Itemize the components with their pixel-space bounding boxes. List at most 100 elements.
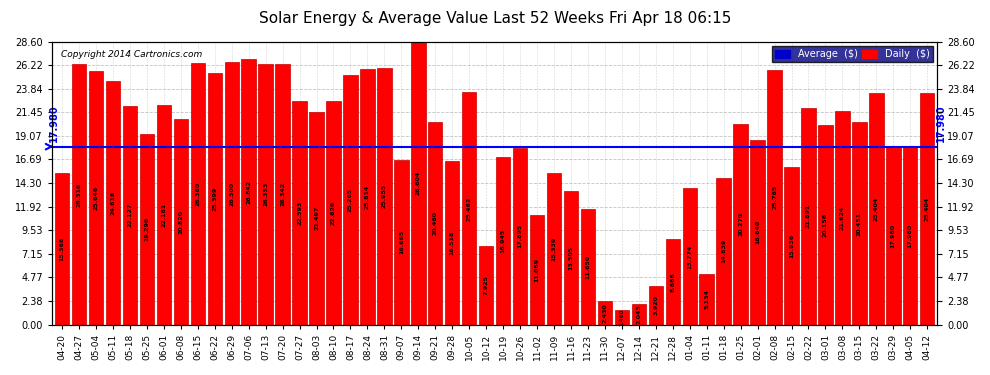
Text: 3.920: 3.920: [653, 296, 658, 315]
Bar: [784, 167, 799, 325]
Bar: [496, 157, 510, 325]
Bar: [903, 147, 918, 325]
Bar: [546, 173, 561, 325]
Text: 22.593: 22.593: [297, 201, 302, 225]
Text: Solar Energy & Average Value Last 52 Weeks Fri Apr 18 06:15: Solar Energy & Average Value Last 52 Wee…: [258, 11, 732, 26]
Text: 26.500: 26.500: [230, 182, 235, 206]
Text: 20.156: 20.156: [823, 213, 828, 237]
Text: 20.451: 20.451: [857, 211, 862, 236]
Text: 19.296: 19.296: [145, 217, 149, 241]
Bar: [852, 122, 866, 325]
Text: 7.925: 7.925: [484, 276, 489, 296]
Bar: [920, 93, 935, 325]
Text: 11.069: 11.069: [535, 258, 540, 282]
Text: 25.265: 25.265: [347, 188, 353, 212]
Bar: [479, 246, 493, 325]
Bar: [173, 118, 188, 325]
Bar: [377, 68, 392, 325]
Text: Copyright 2014 Cartronics.com: Copyright 2014 Cartronics.com: [60, 50, 202, 59]
Text: 17.980: 17.980: [908, 224, 913, 248]
Bar: [581, 209, 595, 325]
Bar: [225, 62, 239, 325]
Text: 17.980: 17.980: [49, 104, 58, 142]
Bar: [258, 64, 273, 325]
Text: 2.430: 2.430: [603, 303, 608, 322]
Bar: [208, 73, 222, 325]
Bar: [513, 147, 528, 325]
Text: 22.127: 22.127: [128, 203, 133, 227]
Bar: [632, 304, 646, 325]
Text: 26.342: 26.342: [280, 182, 285, 206]
Text: 26.380: 26.380: [195, 182, 200, 206]
Bar: [191, 63, 205, 325]
Bar: [682, 188, 697, 325]
Bar: [242, 59, 255, 325]
Bar: [886, 147, 901, 325]
Bar: [648, 286, 663, 325]
Text: 17.980: 17.980: [891, 224, 896, 248]
Bar: [530, 215, 544, 325]
Text: 23.404: 23.404: [925, 197, 930, 221]
Bar: [563, 191, 578, 325]
Bar: [615, 310, 629, 325]
Text: 22.626: 22.626: [331, 201, 336, 225]
Bar: [411, 42, 426, 325]
Text: 15.936: 15.936: [789, 234, 794, 258]
Text: 17.980: 17.980: [936, 104, 945, 142]
Bar: [818, 125, 833, 325]
Bar: [598, 301, 612, 325]
Text: 26.842: 26.842: [247, 180, 251, 204]
Text: 16.665: 16.665: [399, 230, 404, 254]
Text: 8.686: 8.686: [670, 272, 675, 292]
Text: 1.460: 1.460: [620, 309, 625, 326]
Bar: [140, 134, 154, 325]
Bar: [156, 105, 171, 325]
Bar: [700, 274, 714, 325]
Text: 24.616: 24.616: [111, 191, 116, 215]
Text: 25.646: 25.646: [93, 186, 99, 210]
Legend: Average  ($), Daily  ($): Average ($), Daily ($): [772, 46, 933, 62]
Text: 20.460: 20.460: [433, 211, 438, 236]
Text: 26.316: 26.316: [76, 182, 81, 207]
Text: 15.368: 15.368: [59, 237, 64, 261]
Bar: [734, 124, 747, 325]
Bar: [446, 161, 459, 325]
Bar: [462, 92, 476, 325]
Bar: [123, 106, 138, 325]
Bar: [869, 93, 883, 325]
Bar: [394, 160, 409, 325]
Text: 25.765: 25.765: [772, 185, 777, 209]
Text: 18.640: 18.640: [755, 220, 760, 245]
Bar: [309, 112, 324, 325]
Bar: [292, 101, 307, 325]
Bar: [360, 69, 374, 325]
Bar: [89, 71, 103, 325]
Text: 23.404: 23.404: [874, 197, 879, 221]
Text: 20.270: 20.270: [739, 212, 743, 236]
Text: 2.043: 2.043: [637, 305, 642, 324]
Bar: [717, 178, 731, 325]
Bar: [750, 140, 765, 325]
Text: 28.604: 28.604: [416, 171, 421, 195]
Bar: [275, 64, 290, 325]
Bar: [665, 239, 680, 325]
Bar: [106, 81, 120, 325]
Bar: [801, 108, 816, 325]
Text: 26.353: 26.353: [263, 182, 268, 206]
Text: 22.181: 22.181: [161, 203, 166, 227]
Bar: [72, 64, 86, 325]
Text: 21.497: 21.497: [314, 206, 319, 230]
Bar: [767, 70, 782, 325]
Text: 15.339: 15.339: [551, 237, 556, 261]
Text: 25.955: 25.955: [382, 184, 387, 209]
Text: 13.505: 13.505: [568, 246, 573, 270]
Text: 23.462: 23.462: [466, 196, 471, 220]
Text: 11.650: 11.650: [585, 255, 590, 279]
Text: 17.895: 17.895: [518, 224, 523, 248]
Text: 20.820: 20.820: [178, 210, 183, 234]
Text: 13.774: 13.774: [687, 244, 692, 268]
Bar: [836, 111, 849, 325]
Bar: [54, 172, 69, 325]
Text: 21.624: 21.624: [840, 206, 844, 230]
Text: 25.814: 25.814: [365, 185, 370, 209]
